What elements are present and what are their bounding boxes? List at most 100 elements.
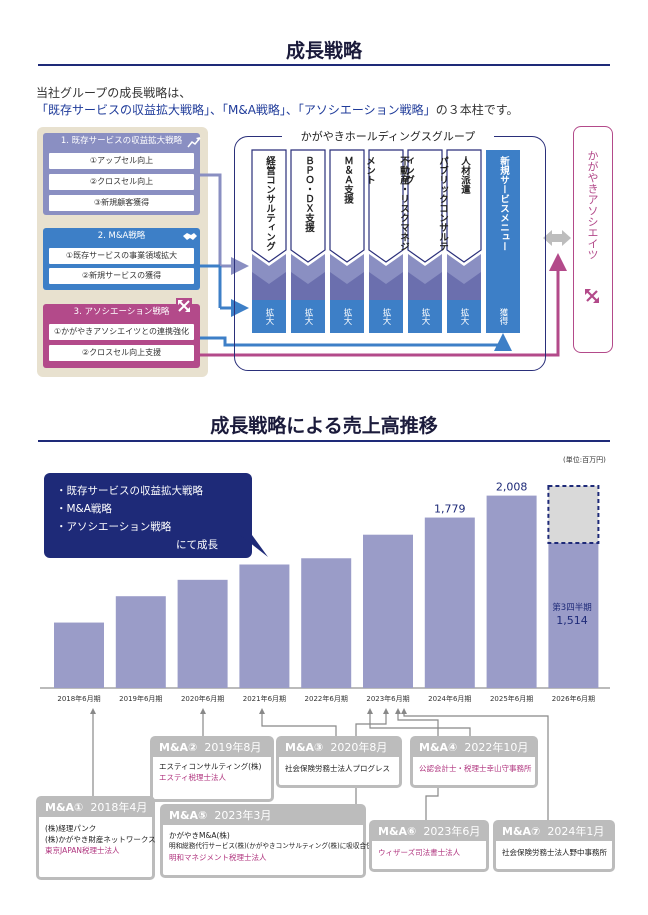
strategy-1-item: ②クロスセル向上 bbox=[49, 174, 194, 190]
ma-connector bbox=[403, 714, 549, 820]
ma-box-2: M&A② 2019年8月 エスティコンサルティング(株) エスティ税理士法人 bbox=[150, 736, 274, 802]
data-label: 2,008 bbox=[496, 481, 528, 494]
bar bbox=[54, 622, 104, 688]
bar-forecast bbox=[548, 542, 599, 688]
ma-connector-arrow bbox=[395, 708, 401, 714]
service-status: 拡大 bbox=[252, 300, 286, 333]
strategy-1-item: ③新規顧客獲得 bbox=[49, 195, 194, 211]
ma-company: (株)経理パンク bbox=[45, 824, 97, 833]
service-band bbox=[330, 272, 364, 300]
ma-box-6: M&A⑥ 2023年6月 ウィザーズ司法書士法人 bbox=[369, 820, 489, 872]
service-status: 拡大 bbox=[447, 300, 481, 333]
strategy-connectors bbox=[200, 173, 571, 357]
growth-callout: ・既存サービスの収益拡大戦略 ・M&A戦略 ・アソシエーション戦略 にて成長 bbox=[44, 473, 252, 558]
service-column: Ｍ＆Ａ支援 拡大 bbox=[330, 150, 364, 333]
bar bbox=[239, 564, 290, 688]
intro-line-1: 当社グループの成長戦略は、 bbox=[36, 86, 192, 100]
ma-date: 2019年8月 bbox=[204, 741, 262, 754]
new-service-label: 新規サービスメニュー bbox=[498, 156, 509, 251]
strategy-3-title: 3. アソシエーション戦略 bbox=[73, 307, 170, 317]
ma-company: エスティ税理士法人 bbox=[159, 773, 227, 782]
ma-company: (株)かがやき財産ネットワークス bbox=[45, 835, 156, 844]
ma-box-5: M&A⑤ 2023年3月 かがやきM&A(株) 明和総務代行サービス(株)(かが… bbox=[160, 804, 375, 878]
service-band bbox=[408, 272, 442, 300]
ma-label: M&A⑥ bbox=[378, 825, 417, 838]
ma-company: 公認会計士・税理士幸山守事務所 bbox=[419, 764, 532, 773]
service-column: 経営コンサルティング 拡大 bbox=[252, 150, 286, 333]
new-service-column: 新規サービスメニュー 獲得 bbox=[486, 150, 520, 333]
group-title: かがやきホールディングスグループ bbox=[282, 128, 494, 144]
service-column: 人材派遣 拡大 bbox=[447, 150, 481, 333]
strategy-2: 2. M&A戦略 ①既存サービスの事業領域拡大 ②新規サービスの獲得 bbox=[43, 228, 200, 290]
bar-forecast-target bbox=[547, 485, 600, 544]
service-band bbox=[291, 272, 325, 300]
ma-connector-arrow bbox=[90, 708, 96, 714]
bar bbox=[177, 579, 228, 688]
data-label: 1,779 bbox=[434, 503, 466, 516]
x-tick-label: 2022年6月期 bbox=[305, 694, 348, 703]
handshake-icon bbox=[183, 233, 197, 240]
ma-label: M&A⑤ bbox=[169, 809, 208, 822]
strategy-2-item: ②新規サービスの獲得 bbox=[49, 268, 194, 284]
ma-box-7: M&A⑦ 2024年1月 社会保険労務士法人野中事務所 bbox=[493, 820, 615, 872]
ma-company: 明和マネジメント税理士法人 bbox=[169, 853, 267, 862]
ma-date: 2024年1月 bbox=[547, 825, 605, 838]
ma-label: M&A⑦ bbox=[502, 825, 541, 838]
x-tick-label: 2019年6月期 bbox=[119, 694, 162, 703]
bar bbox=[424, 517, 475, 688]
associates-box bbox=[573, 126, 613, 353]
ma-company: エスティコンサルティング(株) bbox=[159, 762, 262, 771]
ma-box-3: M&A③ 2020年8月 社会保険労務士法人プログレス bbox=[276, 736, 402, 788]
service-status: 拡大 bbox=[291, 300, 325, 333]
ma-date: 2023年6月 bbox=[423, 825, 481, 838]
x-tick-label: 2025年6月期 bbox=[490, 694, 533, 703]
callout-tail bbox=[240, 535, 268, 557]
intro-highlight: 「既存サービスの収益拡大戦略」、「M&A戦略」、「アソシエーション戦略」 bbox=[36, 103, 436, 117]
association-icon bbox=[176, 298, 192, 314]
service-status: 拡大 bbox=[369, 300, 403, 333]
ma-company: 社会保険労務士法人プログレス bbox=[285, 764, 390, 773]
sales-rule bbox=[38, 440, 610, 442]
strategy-2-item: ①既存サービスの事業領域拡大 bbox=[49, 248, 194, 264]
intro-line-2: 「既存サービスの収益拡大戦略」、「M&A戦略」、「アソシエーション戦略」の３本柱… bbox=[36, 101, 519, 118]
service-status: 拡大 bbox=[330, 300, 364, 333]
service-band bbox=[447, 272, 481, 300]
strategy-3: 3. アソシエーション戦略 ①かがやきアソシエイツとの連携強化 ②クロスセル向上… bbox=[43, 304, 200, 368]
unit-label: (単位:百万円) bbox=[563, 456, 606, 464]
bar bbox=[363, 534, 413, 688]
service-label: Ｍ＆Ａ支援 bbox=[342, 156, 353, 204]
strategy-2-title: 2. M&A戦略 bbox=[97, 231, 146, 241]
service-chevron bbox=[290, 149, 326, 263]
ma-connector bbox=[369, 714, 471, 736]
service-band bbox=[252, 272, 286, 300]
strategy-1-item: ①アップセル向上 bbox=[49, 153, 194, 169]
forecast-value: 1,514 bbox=[556, 614, 588, 627]
x-tick-label: 2021年6月期 bbox=[243, 694, 286, 703]
callout-line: ・M&A戦略 bbox=[56, 503, 112, 515]
ma-connector-arrow bbox=[367, 708, 373, 714]
service-band bbox=[369, 272, 403, 300]
ma-company: 東京JAPAN税理士法人 bbox=[45, 846, 120, 855]
service-label: 人材派遣 bbox=[459, 156, 470, 194]
service-chevron bbox=[329, 149, 365, 263]
x-tick-label: 2020年6月期 bbox=[181, 694, 224, 703]
ma-connector bbox=[261, 714, 337, 736]
ma-box-4: M&A④ 2022年10月 公認会計士・税理士幸山守事務所 bbox=[410, 736, 538, 788]
service-status: 拡大 bbox=[408, 300, 442, 333]
association-mark-icon bbox=[585, 289, 599, 303]
ma-date: 2022年10月 bbox=[464, 741, 529, 754]
x-tick-label: 2024年6月期 bbox=[428, 694, 471, 703]
strategy-1-title: 1. 既存サービスの収益拡大戦略 bbox=[60, 136, 183, 146]
ma-connector-arrow bbox=[383, 708, 389, 714]
bar bbox=[115, 596, 166, 688]
ma-connector-arrow bbox=[401, 708, 407, 714]
ma-date: 2020年8月 bbox=[330, 741, 388, 754]
ma-company: 社会保険労務士法人野中事務所 bbox=[502, 848, 607, 857]
strategy-title: 成長戦略 bbox=[285, 40, 362, 62]
ma-label: M&A③ bbox=[285, 741, 324, 754]
x-tick-label: 2018年6月期 bbox=[57, 694, 100, 703]
intro-rest: の３本柱です。 bbox=[435, 103, 519, 117]
x-tick-label: 2023年6月期 bbox=[366, 694, 409, 703]
bar bbox=[301, 558, 352, 688]
